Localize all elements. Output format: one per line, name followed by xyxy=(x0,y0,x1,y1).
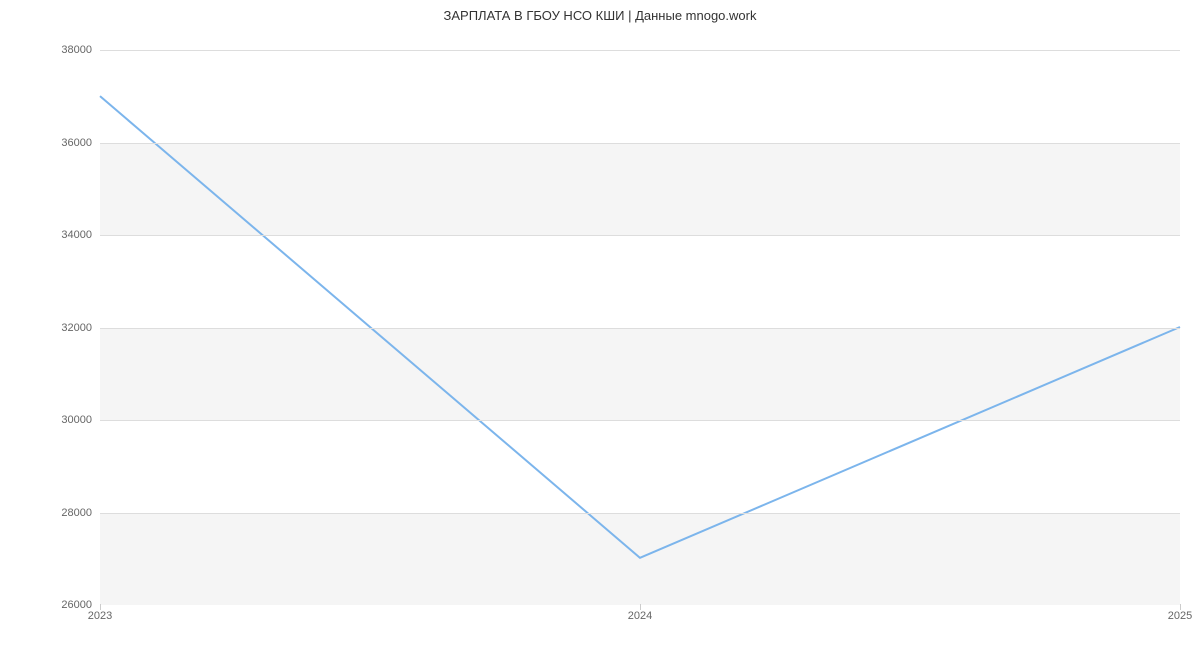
y-gridline xyxy=(100,143,1180,144)
y-tick-label: 36000 xyxy=(61,137,100,149)
y-tick-label: 32000 xyxy=(61,322,100,334)
y-gridline xyxy=(100,328,1180,329)
y-tick-label: 30000 xyxy=(61,414,100,426)
y-gridline xyxy=(100,235,1180,236)
chart-title: ЗАРПЛАТА В ГБОУ НСО КШИ | Данные mnogo.w… xyxy=(0,8,1200,23)
salary-line-chart: ЗАРПЛАТА В ГБОУ НСО КШИ | Данные mnogo.w… xyxy=(0,0,1200,650)
y-tick-label: 28000 xyxy=(61,507,100,519)
x-tick-label: 2024 xyxy=(628,604,652,622)
y-tick-label: 34000 xyxy=(61,229,100,241)
x-tick-label: 2025 xyxy=(1168,604,1192,622)
x-tick-label: 2023 xyxy=(88,604,112,622)
y-tick-label: 38000 xyxy=(61,44,100,56)
plot-area: 2600028000300003200034000360003800020232… xyxy=(100,50,1180,605)
y-gridline xyxy=(100,513,1180,514)
y-gridline xyxy=(100,420,1180,421)
y-gridline xyxy=(100,50,1180,51)
